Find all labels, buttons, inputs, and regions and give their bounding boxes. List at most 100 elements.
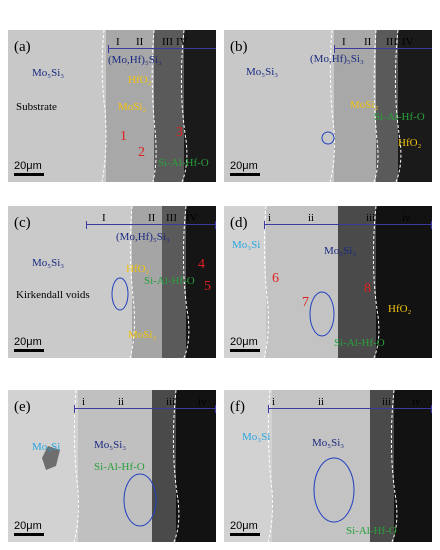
phase-label: Mo₅Si₃: [246, 66, 279, 78]
micrograph-a-image: [8, 30, 216, 182]
micrograph-panel-f: (f) i ii iii iv Mo₃Si Mo₅Si₃ Si-Al-Hf-O …: [224, 390, 432, 542]
phase-label: Si-Al-Hf-O: [144, 275, 195, 287]
scale-bar-line: [230, 533, 260, 536]
micrograph-panel-e: (e) i ii iii iv Mo₃Si Mo₅Si₃ Si-Al-Hf-O …: [8, 390, 216, 542]
scale-bar: 20μm: [230, 160, 260, 176]
zone-label: ii: [308, 212, 315, 224]
phase-label: HfO₂: [128, 74, 152, 86]
phase-label: Mo₃Si: [242, 431, 271, 443]
panel-label: (b): [230, 39, 248, 55]
zone-label: IV: [186, 212, 198, 224]
scale-label: 20μm: [14, 336, 42, 348]
phase-label: Mo₅Si₃: [312, 437, 345, 449]
micrograph-panel-c: (c) I II III IV (Mo,Hf)₅Si₃ Mo₅Si₃ HfO₂ …: [8, 206, 216, 358]
zone-bracket: [86, 221, 216, 229]
point-label: 3: [176, 125, 183, 140]
scale-bar: 20μm: [230, 520, 260, 536]
zone-label: ii: [318, 396, 325, 408]
phase-label: Mo₅Si₃: [32, 67, 65, 79]
scale-bar: 20μm: [14, 336, 44, 352]
zone-label: IV: [402, 36, 414, 48]
micrograph-f-image: [224, 390, 432, 542]
phase-label: Mo₃Si: [232, 239, 261, 251]
phase-label: (Mo,Hf)₅Si₃: [310, 53, 364, 65]
phase-label: MoSi₂: [118, 101, 147, 113]
point-label: 6: [272, 271, 279, 286]
zone-bracket: [74, 405, 216, 413]
scale-label: 20μm: [230, 160, 258, 172]
zone-label: I: [116, 36, 120, 48]
panel-label: (c): [14, 215, 31, 231]
phase-label: (Mo,Hf)₅Si₃: [116, 231, 170, 243]
zone-label: III: [162, 36, 173, 48]
zone-label: iv: [198, 396, 207, 408]
point-label: 2: [138, 145, 145, 160]
phase-label: Si-Al-Hf-O: [334, 337, 385, 349]
point-label: 8: [364, 281, 371, 296]
zone-bracket: [268, 405, 432, 413]
panel-label: (a): [14, 39, 31, 55]
phase-label: (Mo,Hf)₅Si₃: [108, 54, 162, 66]
zone-label: II: [136, 36, 144, 48]
scale-label: 20μm: [230, 336, 258, 348]
zone-label: iv: [412, 396, 421, 408]
zone-label: iii: [166, 396, 176, 408]
scale-bar-line: [14, 533, 44, 536]
phase-label: Mo₃Si: [32, 441, 61, 453]
zone-label: iv: [402, 212, 411, 224]
phase-label: Mo₅Si₃: [32, 257, 65, 269]
scale-bar-line: [14, 349, 44, 352]
region-label: Substrate: [16, 101, 57, 113]
zone-bracket: [334, 45, 432, 53]
panel-label: (f): [230, 399, 245, 415]
phase-label: Si-Al-Hf-O: [158, 157, 209, 169]
zone-label: II: [364, 36, 372, 48]
scale-bar-line: [14, 173, 44, 176]
phase-label: MoSi₂: [350, 99, 379, 111]
zone-bracket: [264, 221, 432, 229]
zone-bracket: [108, 45, 216, 53]
scale-bar: 20μm: [14, 160, 44, 176]
phase-label: HfO₂: [398, 137, 422, 149]
point-label: 1: [120, 129, 127, 144]
phase-label: Si-Al-Hf-O: [346, 525, 397, 537]
micrograph-d-image: [224, 206, 432, 358]
zone-label: iii: [382, 396, 392, 408]
point-label: 5: [204, 279, 211, 294]
scale-label: 20μm: [230, 520, 258, 532]
scale-label: 20μm: [14, 160, 42, 172]
micrograph-c-image: [8, 206, 216, 358]
scale-label: 20μm: [14, 520, 42, 532]
zone-label: I: [342, 36, 346, 48]
micrograph-b-image: [224, 30, 432, 182]
micrograph-panel-b: (b) I II III IV (Mo,Hf)₅Si₃ Mo₅Si₃ MoSi₂…: [224, 30, 432, 182]
scale-bar-line: [230, 173, 260, 176]
zone-label: i: [82, 396, 86, 408]
panel-label: (d): [230, 215, 248, 231]
micrograph-panel-a: (a) I II III IV (Mo,Hf)₅Si₃ Mo₅Si₃ HfO₂ …: [8, 30, 216, 182]
point-label: 7: [302, 295, 309, 310]
zone-label: ii: [118, 396, 125, 408]
zone-label: III: [166, 212, 177, 224]
zone-label: i: [272, 396, 276, 408]
zone-label: iii: [366, 212, 376, 224]
point-label: 4: [198, 257, 205, 272]
phase-label: Si-Al-Hf-O: [374, 111, 425, 123]
phase-label: Mo₅Si₃: [324, 245, 357, 257]
zone-label: i: [268, 212, 272, 224]
scale-bar-line: [230, 349, 260, 352]
scale-bar: 20μm: [230, 336, 260, 352]
region-label: Kirkendall voids: [16, 289, 90, 301]
zone-label: IV: [176, 36, 188, 48]
phase-label: HfO₂: [388, 303, 412, 315]
zone-label: II: [148, 212, 156, 224]
phase-label: Si-Al-Hf-O: [94, 461, 145, 473]
zone-label: I: [102, 212, 106, 224]
panel-label: (e): [14, 399, 31, 415]
phase-label: MoSi₂: [128, 329, 157, 341]
zone-label: III: [386, 36, 397, 48]
micrograph-e-image: [8, 390, 216, 542]
micrograph-panel-d: (d) i ii iii iv Mo₃Si Mo₅Si₃ HfO₂ Si-Al-…: [224, 206, 432, 358]
phase-label: HfO₂: [126, 263, 150, 275]
scale-bar: 20μm: [14, 520, 44, 536]
